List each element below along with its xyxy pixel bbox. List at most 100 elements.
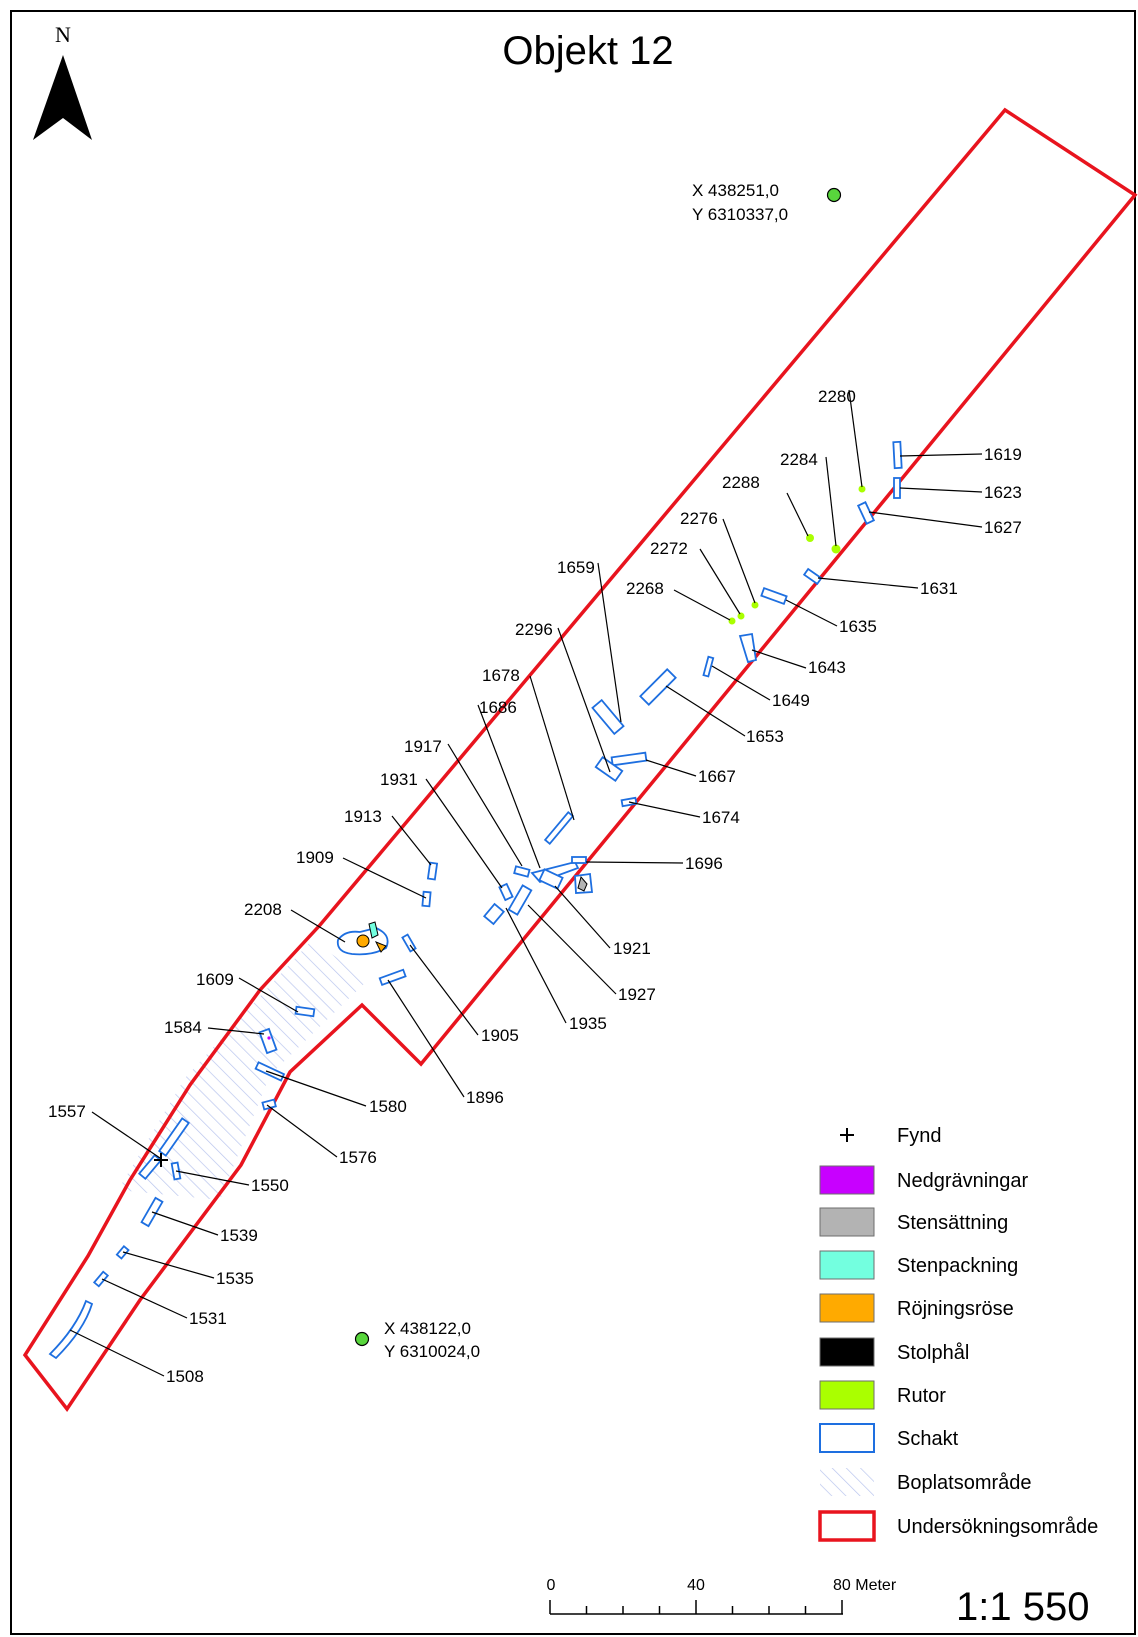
leader-line	[290, 909, 346, 943]
leader-line	[529, 675, 575, 821]
legend-item-boplatsområde: Boplatsområde	[820, 1468, 1032, 1496]
leader-line	[207, 1027, 265, 1035]
legend-label: Nedgrävningar	[897, 1170, 1029, 1192]
feature-label-1508: 1508	[166, 1367, 204, 1386]
legend-label: Stolphål	[897, 1342, 969, 1364]
legend-symbol-icon	[819, 1293, 875, 1323]
legend-item-stensättning: Stensättning	[819, 1207, 1008, 1237]
find-marker-icon	[154, 1153, 168, 1167]
legend-symbol-icon	[820, 1468, 874, 1496]
north-arrow-icon: N	[33, 22, 92, 140]
feature-label-2284: 2284	[780, 450, 818, 469]
leader-line	[848, 389, 863, 488]
legend-item-röjningsröse: Röjningsröse	[819, 1293, 1014, 1323]
leader-line	[722, 518, 756, 604]
leader-line	[91, 1111, 161, 1159]
leader-line	[751, 649, 807, 669]
feature-label-1531: 1531	[189, 1309, 227, 1328]
feature-label-2272: 2272	[650, 539, 688, 558]
feature-label-2276: 2276	[680, 509, 718, 528]
map-frame	[10, 10, 1136, 1635]
feature-label-2268: 2268	[626, 579, 664, 598]
feature-label-1653: 1653	[746, 727, 784, 746]
legend-symbol-icon	[819, 1165, 875, 1195]
legend-label: Rutor	[897, 1385, 946, 1407]
leader-line	[597, 562, 622, 723]
legend-symbol-icon	[840, 1128, 854, 1142]
scale-tick-0: 0	[547, 1577, 556, 1594]
leader-line	[557, 627, 611, 773]
scale-ratio: 1:1 550	[956, 1585, 1089, 1629]
leader-line	[899, 487, 983, 493]
scale-tick-80: 80 Meter	[833, 1577, 897, 1594]
leader-line	[673, 589, 731, 621]
legend-item-stenpackning: Stenpackning	[819, 1250, 1018, 1280]
feature-label-1584: 1584	[164, 1018, 202, 1037]
coord-south-x: X 438122,0	[384, 1319, 471, 1338]
leader-line	[387, 979, 465, 1098]
leader-line	[645, 759, 697, 777]
legend-symbol-icon	[819, 1207, 875, 1237]
legend-item-nedgrävningar: Nedgrävningar	[819, 1165, 1029, 1195]
coordinate-point-north: X 438251,0 Y 6310337,0	[692, 181, 842, 224]
feature-label-1917: 1917	[404, 737, 442, 756]
legend-symbol-icon	[819, 1423, 875, 1453]
feature-label-1535: 1535	[216, 1269, 254, 1288]
feature-label-1659: 1659	[557, 558, 595, 577]
feature-label-1619: 1619	[984, 445, 1022, 464]
feature-label-1931: 1931	[380, 770, 418, 789]
leader-line	[175, 1170, 250, 1186]
leader-line	[628, 801, 701, 818]
legend-label: Undersökningsområde	[897, 1516, 1098, 1538]
feature-label-1609: 1609	[196, 970, 234, 989]
leader-line	[342, 857, 427, 899]
map-title: Objekt 12	[502, 29, 673, 73]
leader-line	[825, 456, 837, 547]
feature-label-1649: 1649	[772, 691, 810, 710]
feature-label-1935: 1935	[569, 1014, 607, 1033]
stone-features	[267, 875, 588, 1040]
coordinate-point-south: X 438122,0 Y 6310024,0	[354, 1319, 480, 1361]
coord-north-x: X 438251,0	[692, 181, 779, 200]
feature-label-1896: 1896	[466, 1088, 504, 1107]
legend-item-rutor: Rutor	[819, 1380, 946, 1410]
feature-label-2296: 2296	[515, 620, 553, 639]
leader-line	[665, 685, 746, 737]
leader-line	[477, 704, 541, 869]
legend-item-fynd: Fynd	[840, 1125, 941, 1147]
legend-label: Röjningsröse	[897, 1298, 1014, 1320]
leader-line	[151, 1211, 219, 1236]
leader-line	[69, 1329, 165, 1377]
leader-line	[786, 492, 809, 537]
leader-line	[785, 599, 838, 627]
legend-label: Boplatsområde	[897, 1472, 1032, 1494]
legend-label: Fynd	[897, 1125, 941, 1147]
feature-label-1905: 1905	[481, 1026, 519, 1045]
leader-line	[699, 548, 741, 615]
leader-line	[868, 511, 983, 528]
scale-bar: 0 40 80 Meter	[547, 1577, 897, 1615]
feature-label-1913: 1913	[344, 807, 382, 826]
feature-label-1539: 1539	[220, 1226, 258, 1245]
legend-symbol-icon	[818, 1510, 876, 1542]
feature-labels: 2280 1619 2284 1623 2288 1627 2276 2272 1659 1631…	[48, 387, 1022, 1386]
feature-label-2288: 2288	[722, 473, 760, 492]
trenches	[48, 440, 903, 1360]
leader-line	[122, 1251, 215, 1279]
feature-label-1678: 1678	[482, 666, 520, 685]
legend-item-stolphål: Stolphål	[819, 1337, 969, 1367]
coord-north-y: Y 6310337,0	[692, 205, 788, 224]
leader-line	[527, 904, 617, 995]
leader-line	[409, 944, 479, 1036]
leader-line	[585, 861, 684, 864]
leader-line	[101, 1278, 188, 1319]
feature-label-1643: 1643	[808, 658, 846, 677]
leader-line	[265, 1070, 367, 1107]
feature-label-2280: 2280	[818, 387, 856, 406]
feature-label-1550: 1550	[251, 1176, 289, 1195]
legend-item-schakt: Schakt	[819, 1423, 959, 1453]
leader-line	[238, 977, 299, 1013]
legend-label: Schakt	[897, 1428, 959, 1450]
legend-symbol-icon	[819, 1380, 875, 1410]
feature-label-1686: 1686	[479, 698, 517, 717]
